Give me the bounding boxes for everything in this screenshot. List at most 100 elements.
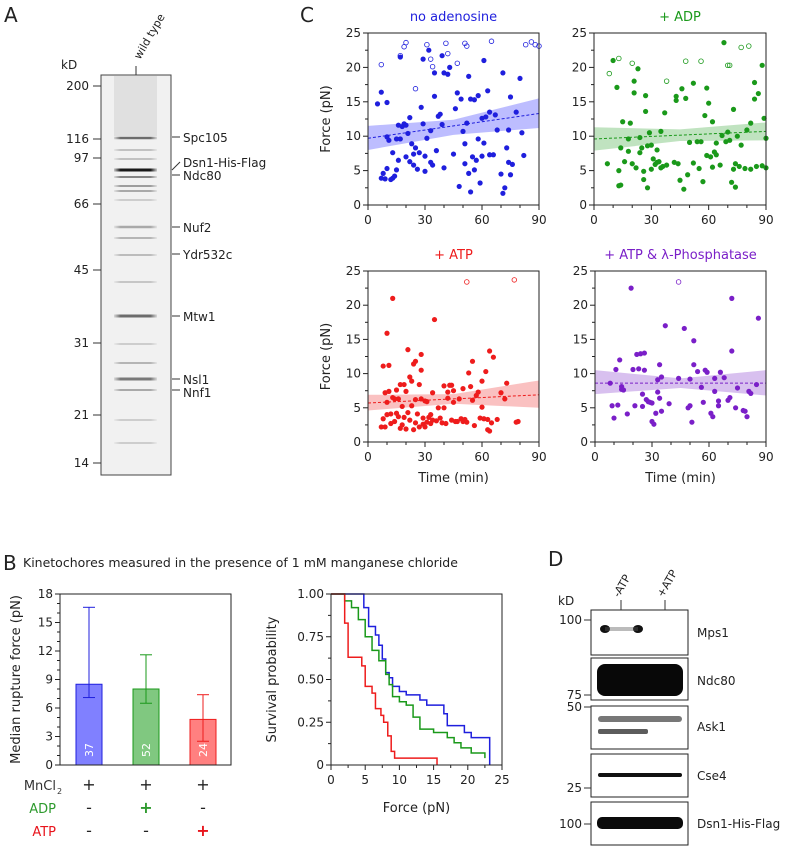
plot-title: + ADP [659,10,701,25]
data-point [690,160,696,166]
data-point [483,114,489,120]
data-point [727,137,733,143]
open-data-point [606,70,612,77]
n-label: 24 [197,743,210,757]
data-point [485,416,491,423]
x-axis-label: Time (min) [644,471,716,486]
y-tick-label: 10 [346,129,361,143]
data-point [609,403,615,409]
lane-label: +ATP [654,567,680,599]
blot-band [600,625,610,633]
y-tick-label: 10 [572,129,587,143]
data-point [738,142,744,148]
y-axis-label: Force (pN) [319,323,334,390]
open-data-point [511,277,517,283]
gel-band [114,419,157,421]
protein-label: Ydr532c [182,248,232,262]
data-point [380,363,386,369]
data-point [407,417,413,423]
y-tick-label: 25 [346,26,361,40]
data-point [732,161,739,167]
data-point [502,185,508,191]
data-point [447,64,453,70]
open-data-point [738,44,744,51]
gel-band [114,149,157,151]
data-point [407,115,413,121]
data-point [441,165,447,171]
y-axis-label: Median rupture force (pN) [9,595,24,764]
y-tick-label: 18 [38,587,53,601]
y-tick-label: 0 [580,435,588,449]
data-point [395,396,401,402]
data-point [420,56,426,62]
condition-value: + [139,775,152,794]
data-point [729,179,735,185]
open-data-point [412,86,419,92]
data-point [673,97,679,104]
data-point [620,119,626,125]
plot-title: + ATP [434,248,473,263]
data-point [431,316,438,323]
data-point [475,93,481,99]
data-point [462,141,468,147]
data-point [690,80,696,86]
data-point [730,166,737,172]
data-point [633,165,639,171]
data-point [733,405,739,411]
data-point [403,426,409,432]
data-point [431,93,438,99]
y-tick-label: 0 [316,758,324,772]
data-point [742,165,748,172]
data-point [744,127,750,133]
panel-label-c: C [300,3,314,27]
data-point [411,151,417,157]
data-point [636,366,642,372]
data-point [734,133,740,139]
open-data-point [629,60,635,66]
x-tick-label: 60 [701,450,716,464]
open-data-point [464,279,470,285]
data-point [617,357,623,363]
data-point [748,120,754,126]
data-point [685,172,691,178]
gel-band [114,168,157,172]
data-point [700,399,706,405]
data-point [631,90,637,96]
data-point [487,109,493,115]
data-point [386,137,392,143]
marker-label: 200 [66,79,89,93]
data-point [441,405,447,411]
panel-label-a: A [4,3,18,27]
y-tick-label: 0 [353,198,361,212]
marker-label: 75 [567,688,582,702]
data-point [657,362,663,368]
data-point [466,73,472,79]
protein-label: Ndc80 [697,674,735,688]
data-point [696,165,702,172]
data-point [610,57,616,64]
blot-band [605,627,638,631]
data-point [433,148,439,154]
gel-panel-a: wild type kD 200 116 97 66 45 31 21 14 Spc105 Dsn1-… [61,11,266,476]
data-point [386,362,392,368]
data-point [515,418,521,425]
open-data-point [488,38,495,44]
data-point [437,415,443,421]
data-point [641,367,648,373]
data-point [500,190,506,196]
data-point [416,424,422,430]
data-point [755,90,761,97]
data-point [748,390,754,397]
marker-label: 25 [567,781,582,795]
survival-curve-2 [331,593,438,765]
data-point [630,366,636,373]
scatter-plot-1: 0 30 60 90 0 5 10 15 20 25 no adenosine Force (pN) [319,10,547,227]
data-point [504,380,510,386]
data-point [618,182,624,188]
data-point [614,84,620,90]
data-point [471,422,477,429]
protein-label: Dsn1-His-Flag [697,817,780,831]
data-point [390,150,396,156]
data-point [712,388,718,394]
